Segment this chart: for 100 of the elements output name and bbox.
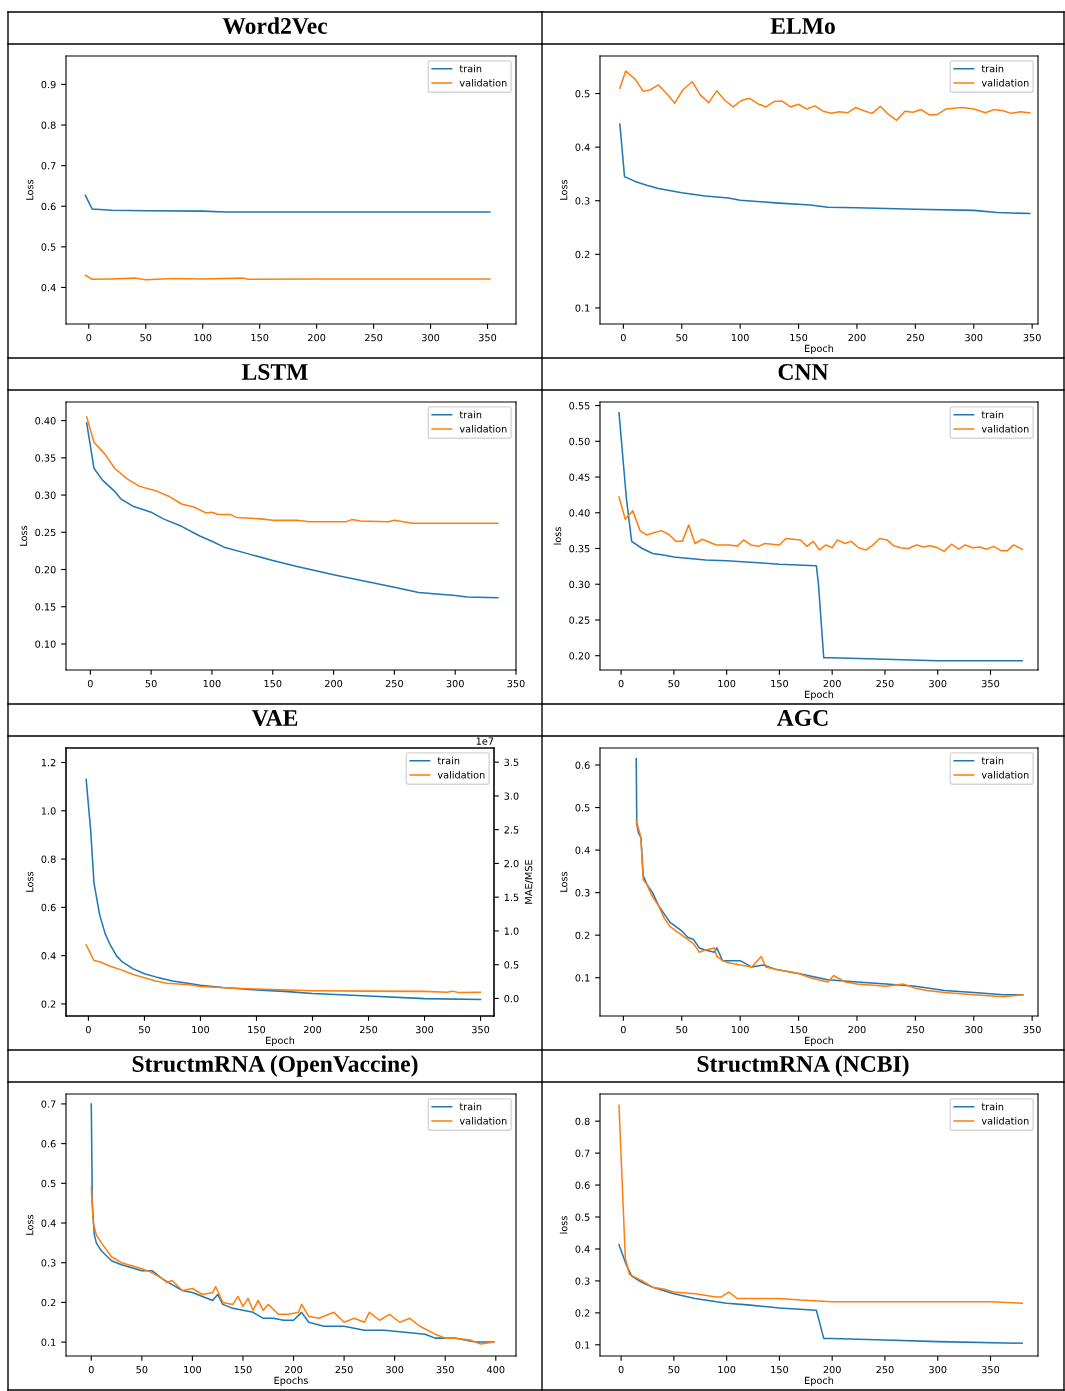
y-tick-label: 0.8 xyxy=(41,855,56,863)
y-tick-label: 0.2 xyxy=(575,931,590,940)
x-axis-title: Epoch xyxy=(805,690,834,700)
y-tick-label: 0.2 xyxy=(41,1298,56,1307)
line-series xyxy=(85,944,482,994)
y-tick-label: 0.40 xyxy=(35,417,56,425)
x-tick-label: 350 xyxy=(981,679,1000,688)
line-series xyxy=(619,123,1031,215)
y-tick-label: 0.2 xyxy=(575,1309,590,1317)
y-tick-label: 0.45 xyxy=(569,473,590,481)
legend-label: train xyxy=(459,1102,482,1111)
x-axis-title: Epoch xyxy=(805,1036,834,1046)
x-tick-label: 300 xyxy=(416,1025,434,1034)
y2-tick-label: 0.0 xyxy=(504,994,519,1003)
y-tick-label: 0.50 xyxy=(569,437,590,446)
y-tick-label: 0.3 xyxy=(575,1277,590,1285)
x-axis-title: Epoch xyxy=(805,344,834,354)
y-axis-title: Loss xyxy=(26,871,34,892)
x-tick-label: 150 xyxy=(248,1025,266,1034)
y-tick-label: 0.3 xyxy=(575,889,590,897)
y-axis-title: Loss xyxy=(19,525,28,546)
y-tick-label: 0.5 xyxy=(575,804,590,812)
y-tick-label: 0.2 xyxy=(575,250,590,259)
x-tick-label: 250 xyxy=(359,1025,378,1034)
x-tick-label: 200 xyxy=(303,1025,322,1034)
x-tick-label: 50 xyxy=(676,333,688,342)
x-tick-label: 150 xyxy=(771,1365,789,1374)
x-tick-label: 250 xyxy=(906,333,924,342)
y-tick-label: 0.1 xyxy=(575,974,590,982)
legend-label: validation xyxy=(981,425,1029,433)
x-tick-label: 300 xyxy=(965,333,983,342)
legend-label: validation xyxy=(459,425,507,433)
y2-tick-label: 1.5 xyxy=(504,893,519,902)
chart-title: StructmRNA (OpenVaccine) xyxy=(132,1055,418,1077)
x-tick-label: 50 xyxy=(668,679,680,688)
x-tick-label: 100 xyxy=(192,1025,210,1034)
chart-title: VAE xyxy=(251,710,298,727)
line-series xyxy=(90,1186,495,1345)
x-tick-label: 0 xyxy=(620,1025,626,1034)
y-tick-label: 0.25 xyxy=(569,616,590,624)
x-tick-label: 0 xyxy=(87,679,93,688)
legend-label: validation xyxy=(459,1117,507,1125)
legend-label: train xyxy=(981,756,1004,765)
y-tick-label: 0.4 xyxy=(41,283,56,292)
x-tick-label: 350 xyxy=(478,333,497,342)
y-tick-label: 0.1 xyxy=(41,1338,56,1346)
y-tick-label: 0.6 xyxy=(575,1181,590,1189)
line-series xyxy=(618,1244,1023,1344)
x-tick-label: 100 xyxy=(731,1025,749,1034)
y-tick-label: 0.30 xyxy=(35,491,56,499)
y-tick-label: 0.4 xyxy=(41,1219,56,1227)
y-axis-title: Loss xyxy=(560,871,568,892)
chart-title: ELMo xyxy=(770,18,835,34)
chart-title: AGC xyxy=(777,710,828,726)
y-tick-label: 0.2 xyxy=(41,1000,56,1008)
x-tick-label: 0 xyxy=(86,333,92,342)
y-axis-title: loss xyxy=(553,527,562,545)
legend-label: validation xyxy=(437,771,485,779)
legend-label: validation xyxy=(459,79,507,87)
x-tick-label: 0 xyxy=(88,1365,94,1374)
chart-title: Word2Vec xyxy=(222,17,328,35)
y-tick-label: 1.2 xyxy=(41,758,56,767)
x-tick-label: 200 xyxy=(848,333,866,342)
y-tick-label: 0.6 xyxy=(575,761,590,769)
line-series xyxy=(84,194,491,213)
x-tick-label: 50 xyxy=(145,679,157,688)
legend-label: train xyxy=(981,1102,1004,1111)
x-tick-label: 150 xyxy=(771,679,789,688)
legend-label: train xyxy=(981,410,1004,419)
x-tick-label: 150 xyxy=(790,1025,808,1034)
y-tick-label: 0.1 xyxy=(575,1341,590,1349)
x-tick-label: 300 xyxy=(446,679,464,688)
x-axis-title: Epochs xyxy=(274,1376,308,1386)
y-tick-label: 0.8 xyxy=(41,121,56,129)
x-tick-label: 250 xyxy=(365,333,383,342)
x-tick-label: 50 xyxy=(676,1025,688,1034)
x-tick-label: 100 xyxy=(194,333,212,342)
x-tick-label: 200 xyxy=(823,679,841,688)
x-axis-title: Epoch xyxy=(805,1376,834,1386)
y2-tick-label: 1.0 xyxy=(504,927,519,935)
y-tick-label: 0.6 xyxy=(41,202,56,211)
x-tick-label: 350 xyxy=(981,1365,1000,1374)
x-tick-label: 350 xyxy=(472,1025,490,1034)
x-tick-label: 50 xyxy=(138,1025,150,1034)
y-tick-label: 0.25 xyxy=(35,528,56,537)
x-tick-label: 150 xyxy=(251,333,269,342)
x-tick-label: 100 xyxy=(203,679,221,688)
x-tick-label: 100 xyxy=(718,1365,736,1374)
y-tick-label: 0.4 xyxy=(575,1245,590,1253)
chart-title: StructmRNA (NCBI) xyxy=(697,1055,909,1077)
x-tick-label: 300 xyxy=(386,1365,404,1374)
x-tick-label: 0 xyxy=(620,333,626,342)
y-tick-label: 0.3 xyxy=(575,197,590,205)
y-tick-label: 0.9 xyxy=(41,80,56,89)
x-tick-label: 400 xyxy=(486,1365,505,1374)
x-tick-label: 50 xyxy=(136,1365,148,1374)
x-tick-label: 200 xyxy=(823,1365,841,1374)
y-tick-label: 0.7 xyxy=(575,1149,590,1157)
chart-title: CNN xyxy=(778,364,829,380)
x-tick-label: 350 xyxy=(1023,1025,1041,1034)
